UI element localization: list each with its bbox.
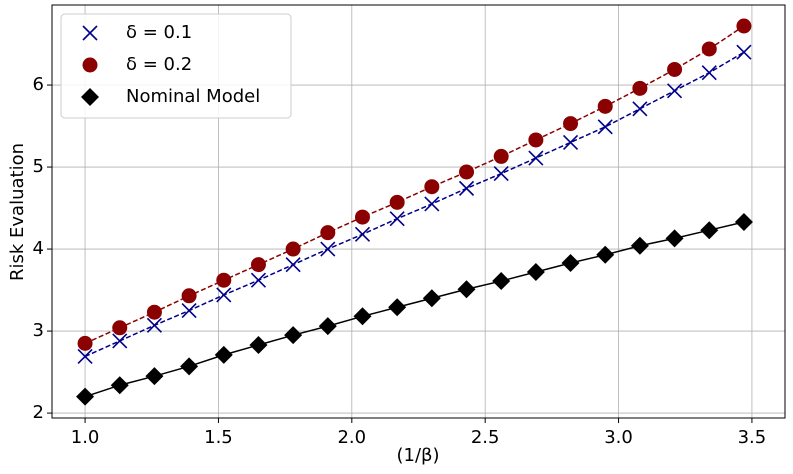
marker bbox=[320, 241, 336, 257]
legend-box bbox=[60, 13, 292, 119]
marker bbox=[665, 229, 684, 248]
legend-label: δ = 0.1 bbox=[126, 22, 192, 43]
marker bbox=[734, 212, 753, 231]
marker bbox=[630, 236, 649, 255]
marker bbox=[181, 288, 197, 304]
marker bbox=[667, 61, 683, 77]
marker bbox=[562, 134, 579, 151]
marker bbox=[597, 119, 613, 135]
marker bbox=[285, 257, 301, 273]
legend-label: δ = 0.2 bbox=[126, 54, 192, 75]
marker bbox=[181, 303, 197, 319]
marker bbox=[214, 345, 233, 364]
x-tick-label: 3.5 bbox=[738, 427, 767, 448]
marker bbox=[528, 150, 544, 166]
marker bbox=[249, 336, 268, 355]
marker bbox=[216, 287, 232, 303]
y-axis-label: Risk Evaluation bbox=[7, 143, 28, 281]
marker bbox=[320, 225, 336, 241]
marker bbox=[632, 80, 648, 96]
marker bbox=[354, 226, 371, 242]
marker bbox=[389, 211, 405, 227]
marker bbox=[180, 357, 199, 376]
marker bbox=[561, 254, 580, 273]
marker bbox=[112, 333, 128, 349]
marker bbox=[493, 148, 509, 164]
y-tick-label: 5 bbox=[33, 156, 44, 177]
marker bbox=[458, 180, 475, 196]
marker bbox=[424, 179, 440, 195]
marker bbox=[145, 367, 164, 386]
marker bbox=[389, 194, 405, 210]
x-tick-label: 2.5 bbox=[471, 427, 500, 448]
marker bbox=[146, 304, 162, 320]
marker bbox=[422, 289, 441, 308]
marker bbox=[285, 241, 301, 257]
marker bbox=[250, 257, 266, 273]
marker bbox=[250, 272, 267, 288]
marker bbox=[82, 25, 98, 41]
marker bbox=[632, 101, 648, 117]
marker bbox=[146, 317, 162, 333]
marker bbox=[736, 44, 752, 60]
marker bbox=[667, 83, 683, 99]
marker bbox=[563, 116, 579, 132]
marker bbox=[459, 164, 475, 180]
y-tick-label: 2 bbox=[33, 402, 44, 423]
x-axis-label: (1/β) bbox=[396, 445, 439, 466]
marker bbox=[424, 196, 440, 212]
marker bbox=[77, 348, 93, 365]
marker bbox=[318, 317, 337, 336]
y-tick-label: 6 bbox=[33, 74, 44, 95]
legend-label: Nominal Model bbox=[126, 86, 260, 107]
marker bbox=[701, 41, 717, 57]
marker bbox=[492, 272, 511, 291]
marker bbox=[110, 376, 129, 395]
x-tick-label: 3.0 bbox=[604, 427, 633, 448]
x-tick-label: 1.5 bbox=[204, 427, 233, 448]
marker bbox=[77, 335, 93, 351]
marker bbox=[700, 221, 719, 240]
y-tick-label: 4 bbox=[33, 238, 44, 259]
series-line bbox=[84, 51, 745, 358]
marker bbox=[596, 245, 615, 264]
marker bbox=[388, 298, 407, 317]
marker bbox=[528, 132, 544, 148]
marker bbox=[736, 18, 752, 34]
marker bbox=[457, 280, 476, 299]
marker bbox=[284, 326, 303, 345]
marker bbox=[701, 65, 717, 81]
x-tick-label: 1.0 bbox=[71, 427, 100, 448]
marker bbox=[81, 88, 99, 106]
marker bbox=[112, 320, 128, 336]
marker bbox=[82, 57, 98, 73]
y-tick-label: 3 bbox=[33, 320, 44, 341]
marker bbox=[76, 387, 95, 406]
marker bbox=[597, 98, 613, 114]
marker bbox=[526, 263, 545, 282]
plot-frame bbox=[51, 4, 786, 419]
marker bbox=[354, 209, 370, 225]
x-tick-label: 2.0 bbox=[337, 427, 366, 448]
marker bbox=[353, 307, 372, 326]
marker bbox=[493, 166, 509, 182]
marker bbox=[216, 272, 232, 288]
